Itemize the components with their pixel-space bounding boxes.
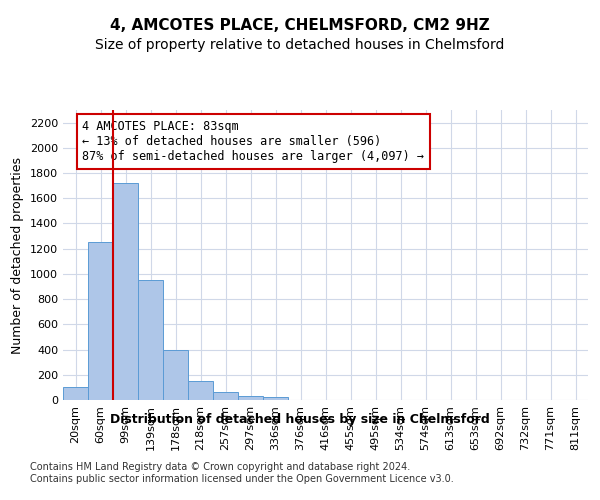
Bar [138,280,163,400]
Bar [163,350,188,400]
Text: Size of property relative to detached houses in Chelmsford: Size of property relative to detached ho… [95,38,505,52]
Bar [213,392,238,400]
Bar [63,388,88,400]
Bar [113,183,138,400]
Bar [88,242,113,400]
Bar [238,396,263,400]
Text: Distribution of detached houses by size in Chelmsford: Distribution of detached houses by size … [110,412,490,426]
Text: 4, AMCOTES PLACE, CHELMSFORD, CM2 9HZ: 4, AMCOTES PLACE, CHELMSFORD, CM2 9HZ [110,18,490,32]
Y-axis label: Number of detached properties: Number of detached properties [11,156,25,354]
Bar [188,381,213,400]
Text: Contains HM Land Registry data © Crown copyright and database right 2024.
Contai: Contains HM Land Registry data © Crown c… [30,462,454,484]
Text: 4 AMCOTES PLACE: 83sqm
← 13% of detached houses are smaller (596)
87% of semi-de: 4 AMCOTES PLACE: 83sqm ← 13% of detached… [83,120,425,163]
Bar [263,397,288,400]
